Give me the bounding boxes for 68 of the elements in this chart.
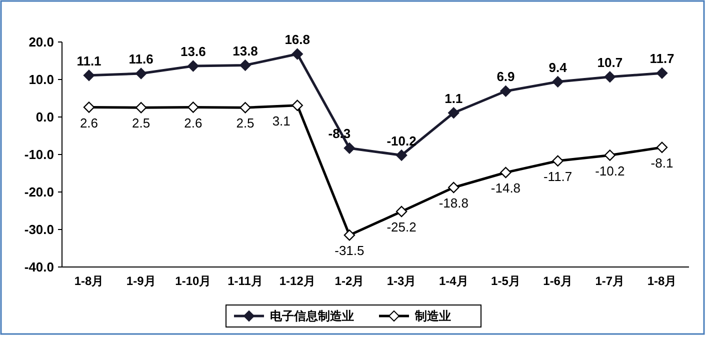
data-label: 16.8	[284, 32, 310, 47]
x-tick-label: 1-8月	[74, 274, 104, 288]
data-label: -14.8	[490, 180, 521, 196]
data-label: -31.5	[334, 243, 364, 258]
point	[396, 150, 408, 161]
y-tick-label: 0.0	[36, 110, 54, 125]
data-label: 2.5	[132, 116, 150, 131]
x-tick-label: 1-7月	[595, 274, 625, 288]
point	[604, 71, 616, 82]
x-tick-label: 1-6月	[543, 274, 572, 288]
y-tick-label: -20.0	[24, 184, 54, 200]
legend-label: 制造业	[414, 309, 451, 324]
data-label: 1.1	[444, 90, 463, 106]
point	[552, 76, 564, 88]
point	[344, 142, 356, 154]
point	[83, 102, 95, 113]
y-tick-label: 10.0	[28, 72, 54, 88]
point	[656, 142, 668, 153]
legend-label: 电子信息制造业	[270, 309, 354, 324]
y-tick-label: -10.0	[24, 147, 54, 162]
point	[135, 102, 147, 114]
y-tick-label: -40.0	[24, 260, 54, 275]
point	[396, 206, 408, 218]
x-tick-label: 1-9月	[126, 274, 156, 288]
x-tick-label: 1-2月	[334, 274, 364, 288]
point	[656, 68, 668, 79]
point	[500, 166, 512, 178]
point	[604, 150, 616, 161]
x-tick-label: 1-11月	[228, 274, 263, 288]
y-tick-label: -30.0	[24, 222, 54, 238]
data-label: 10.7	[597, 54, 623, 70]
data-label: 3.1	[272, 113, 290, 128]
data-label: -18.8	[438, 196, 468, 210]
data-label: -25.2	[386, 220, 416, 234]
data-label: 11.1	[76, 53, 102, 68]
point	[240, 60, 251, 71]
y-tick-label: 20.0	[28, 34, 54, 50]
data-label: 2.6	[80, 115, 98, 130]
point	[240, 102, 251, 114]
point	[292, 48, 303, 60]
point	[135, 68, 147, 80]
data-label: -10.2	[386, 133, 416, 148]
x-tick-label: 1-5月	[491, 274, 520, 288]
data-label: -8.1	[650, 155, 674, 170]
x-tick-label: 1-3月	[386, 274, 416, 288]
point	[188, 102, 199, 113]
point	[344, 230, 356, 241]
point	[292, 100, 303, 111]
data-label: 2.5	[236, 116, 254, 131]
x-tick-label: 1-10月	[175, 274, 212, 288]
x-tick-label: 1-12月	[279, 274, 316, 288]
data-label: 13.8	[232, 43, 258, 58]
data-label: 11.7	[650, 51, 674, 66]
data-label: 9.4	[548, 60, 568, 75]
data-label: 13.6	[180, 44, 206, 59]
point	[500, 86, 512, 97]
data-label: 6.9	[496, 69, 515, 84]
point	[83, 70, 95, 81]
x-tick-label: 1-8月	[647, 274, 677, 288]
data-label: -10.2	[595, 163, 625, 178]
point	[448, 182, 460, 194]
data-label: 11.6	[128, 52, 154, 66]
data-label: -11.7	[543, 168, 572, 184]
point	[448, 107, 460, 118]
point	[552, 155, 564, 166]
x-tick-label: 1-4月	[438, 274, 468, 288]
data-label: 2.6	[184, 115, 202, 130]
point	[188, 60, 199, 72]
